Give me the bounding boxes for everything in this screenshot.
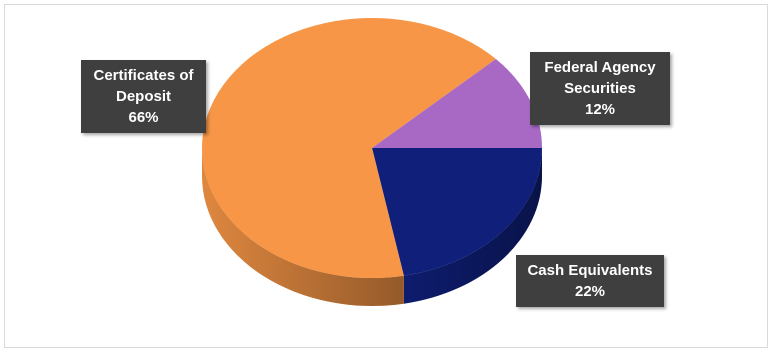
pie-side-shade-2 (403, 148, 543, 304)
data-label-value: 12% (584, 101, 616, 118)
data-label-name-line-1: Certificates of (93, 67, 194, 84)
pie-side-walls (202, 148, 543, 307)
data-label-name-line-1: Federal Agency (544, 59, 656, 76)
data-label-federal-agency-securities: Federal Agency Securities 12% (530, 52, 670, 125)
pie-slice-cash-equivalents (372, 148, 543, 276)
pie-side-shade-0 (202, 148, 404, 307)
pie-slice-certificates-of-deposit (202, 18, 496, 279)
pie-slices (202, 18, 543, 279)
data-label-name-line-2: Deposit (115, 88, 171, 105)
data-label-name-line-2: Securities (564, 80, 636, 97)
data-label-value: 22% (574, 283, 606, 300)
data-label-value: 66% (128, 109, 159, 126)
data-label-certificates-of-deposit: Certificates of Deposit 66% (81, 60, 206, 133)
pie-slice-federal-agency-securities (372, 59, 542, 148)
data-label-cash-equivalents: Cash Equivalents 22% (516, 255, 664, 307)
data-label-name-line-1: Cash Equivalents (527, 262, 653, 279)
